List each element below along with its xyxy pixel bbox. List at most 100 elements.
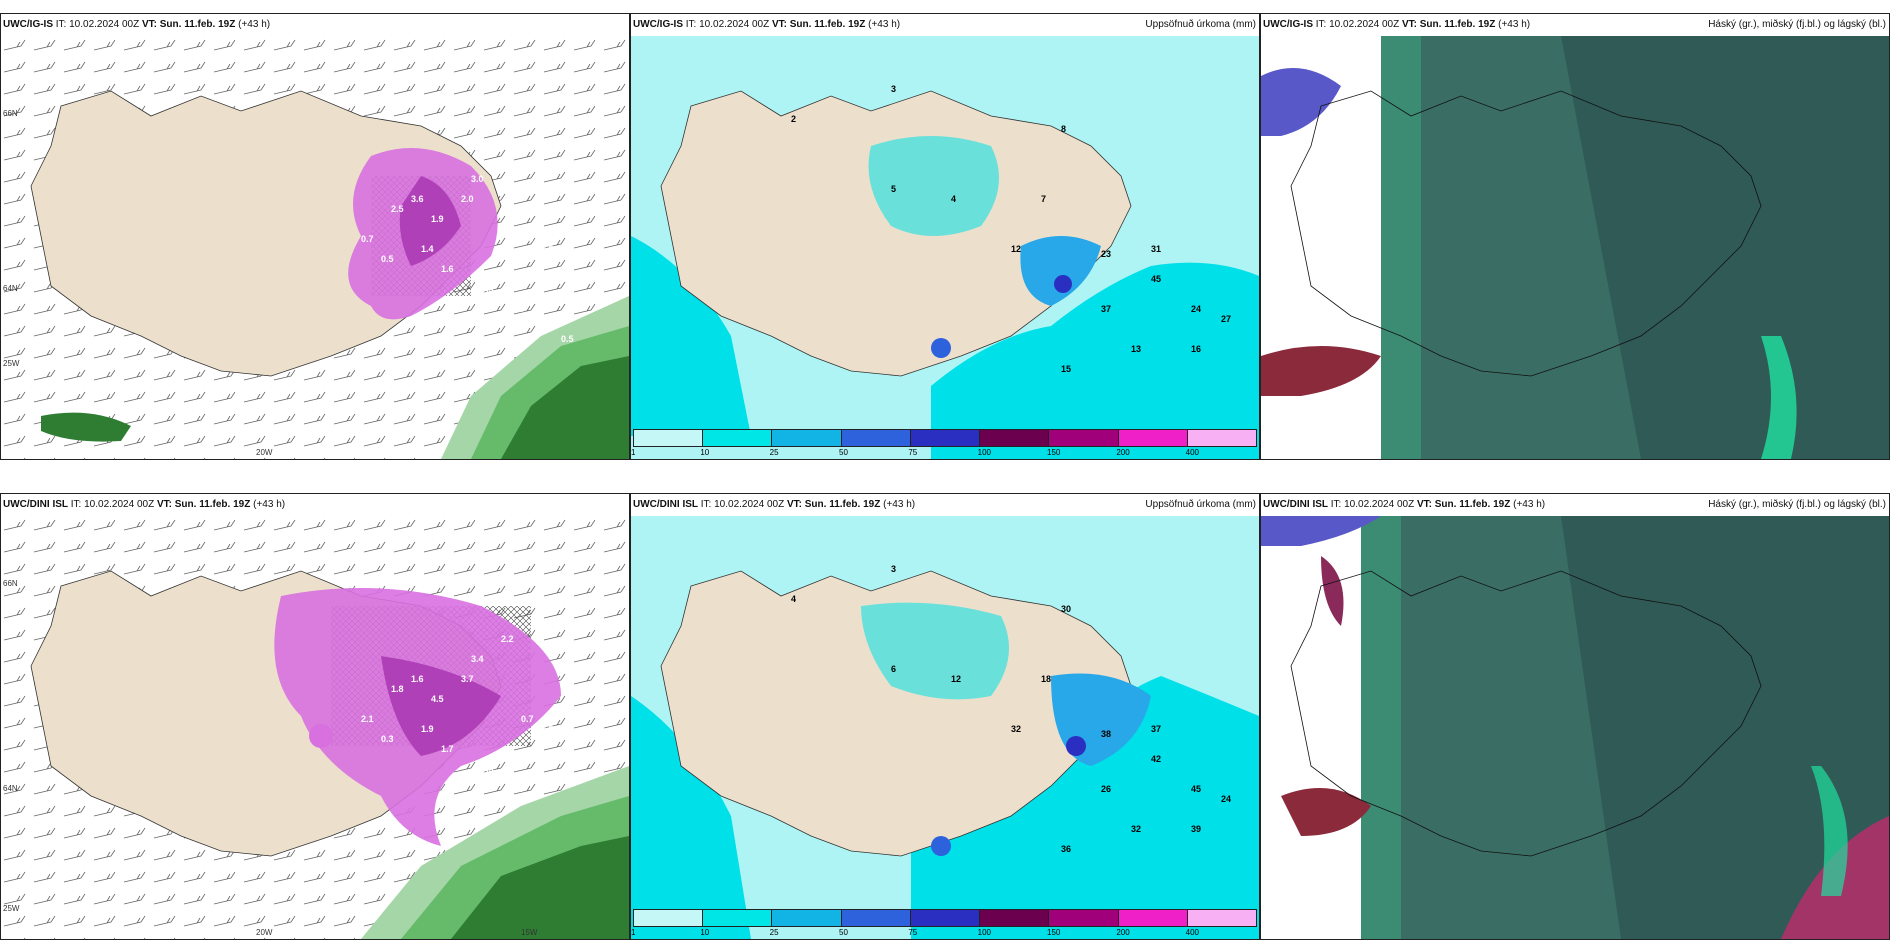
valid-time: Sun. 11.feb. 19Z [804,499,881,510]
legend-swatch [1187,910,1256,926]
lat-label: 66N [3,109,18,118]
legend-swatch [980,430,1050,446]
legend-tick-label: 100 [977,448,992,457]
vt-label: VT: [156,499,172,510]
model-name: UWC/IG-IS [3,19,53,30]
grid-value-label: 1.7 [441,744,454,754]
grid-value-label: 0.6 [481,764,494,774]
legend-ticks: 1 10 25 50 75 100 150 200 400 [631,927,1257,939]
grid-value-label: 45 [1151,274,1162,284]
grid-value-label: 30 [1061,604,1072,614]
valid-time: Sun. 11.feb. 19Z [1419,19,1496,30]
legend-swatch [1049,430,1119,446]
legend-tick-label: 50 [839,928,848,937]
legend-tick-label: 400 [1185,928,1200,937]
grid-value-label: 0.5 [561,334,574,344]
map-panel-dini-cloud: UWC/DINI ISL IT: 10.02.2024 00Z VT: Sun.… [1260,493,1890,940]
grid-value-label: 32 [1131,824,1142,834]
grid-value-label: 18 [1041,674,1052,684]
grid-value-label: 36 [1061,844,1072,854]
legend-tick-label: 25 [769,928,779,937]
cloud-map [1261,36,1889,459]
legend-swatch [980,910,1050,926]
it-label: IT: [1315,19,1327,30]
vt-label: VT: [786,499,802,510]
grid-value-label: 24 [1191,304,1202,314]
grid-value-label: 4 [951,194,957,204]
lat-label: 66N [3,579,18,588]
grid-value-label: 13 [1131,344,1142,354]
legend-colorbar [633,429,1257,447]
grid-value-label: 0.4 [511,304,524,314]
cloud-map [1261,516,1889,939]
model-name: UWC/IG-IS [633,19,683,30]
grid-value-label: 45 [1191,784,1202,794]
vt-label: VT: [1416,499,1432,510]
valid-time: Sun. 11.feb. 19Z [159,19,236,30]
grid-value-label: 42 [1151,754,1162,764]
grid-value-label: 1.6 [411,674,424,684]
legend-swatch [910,910,981,926]
legend-tick-label: 150 [1047,448,1061,457]
legend-tick-label: 10 [700,448,710,457]
legend-tick-label: 200 [1116,928,1130,937]
valid-time: Sun. 11.feb. 19Z [789,19,866,30]
precip-legend: 1 10 25 50 75 100 150 200 400 [631,909,1257,939]
precip-legend: 1 10 25 50 75 100 150 200 400 [631,429,1257,459]
model-name: UWC/IG-IS [1263,19,1313,30]
grid-value-label: 8 [1061,124,1067,134]
lead-time: (+43 h) [868,19,901,30]
grid-value-label: 2.0 [461,194,474,204]
precip-title: Uppsöfnuð úrkoma (mm) [1145,19,1256,30]
lon-label: 20W [256,928,273,937]
grid-value-label: 1.3 [551,274,564,284]
legend-swatch [772,430,842,446]
legend-tick-label: 150 [1047,928,1061,937]
init-time: 10.02.2024 00Z [1329,19,1400,30]
init-time: 10.02.2024 00Z [699,19,770,30]
valid-time: Sun. 11.feb. 19Z [1434,499,1511,510]
grid-value-label: 24 [1221,794,1232,804]
lon-label: 15W [521,928,538,937]
legend-swatch [703,910,773,926]
precip-map [631,516,1259,939]
precip-title: Uppsöfnuð úrkoma (mm) [1145,499,1256,510]
legend-ticks: 1 10 25 50 75 100 150 200 400 [631,447,1257,459]
grid-value-label: 16 [1191,344,1202,354]
grid-value-label: 0.5 [381,254,394,264]
grid-value-label: 5 [891,184,897,194]
grid-value-label: 12 [951,674,962,684]
it-label: IT: [55,19,67,30]
grid-value-label: 12 [1011,244,1022,254]
grid-value-label: 3.4 [471,654,484,664]
grid-value-label: 37 [1151,724,1162,734]
snow-rain-map [1,36,629,459]
grid-value-label: 1.6 [441,264,454,274]
legend-tick-label: 1 [631,448,636,457]
init-time: 10.02.2024 00Z [1344,499,1415,510]
panel-header: UWC/IG-IS IT: 10.02.2024 00Z VT: Sun. 11… [631,14,1259,36]
grid-value-label: 1.9 [431,214,444,224]
panel-header: UWC/IG-IS IT: 10.02.2024 00Z VT: Sun. 11… [1261,14,1889,36]
legend-colorbar [633,909,1257,927]
grid-value-label: 1.4 [421,244,434,254]
init-time: 10.02.2024 00Z [714,499,785,510]
legend-swatch [1118,910,1188,926]
legend-tick-label: 10 [700,928,710,937]
grid-value-label: 23 [1101,249,1112,259]
legend-tick-label: 400 [1185,448,1200,457]
grid-value-label: 6 [891,664,897,674]
legend-swatch [703,430,773,446]
grid-value-label: 0.3 [541,244,554,254]
lon-label: 20W [256,448,273,457]
init-time: 10.02.2024 00Z [69,19,140,30]
map-panel-dini-snow: UWC/DINI ISL IT: 10.02.2024 00Z VT: Sun.… [0,493,630,940]
legend-swatch [841,910,911,926]
legend-swatch [910,430,981,446]
legend-swatch [1187,430,1256,446]
grid-value-label: 4 [791,594,797,604]
legend-swatch [772,910,842,926]
grid-value-label: 1.0 [521,234,534,244]
grid-value-label: 32 [1011,724,1022,734]
grid-value-label: 39 [1191,824,1202,834]
